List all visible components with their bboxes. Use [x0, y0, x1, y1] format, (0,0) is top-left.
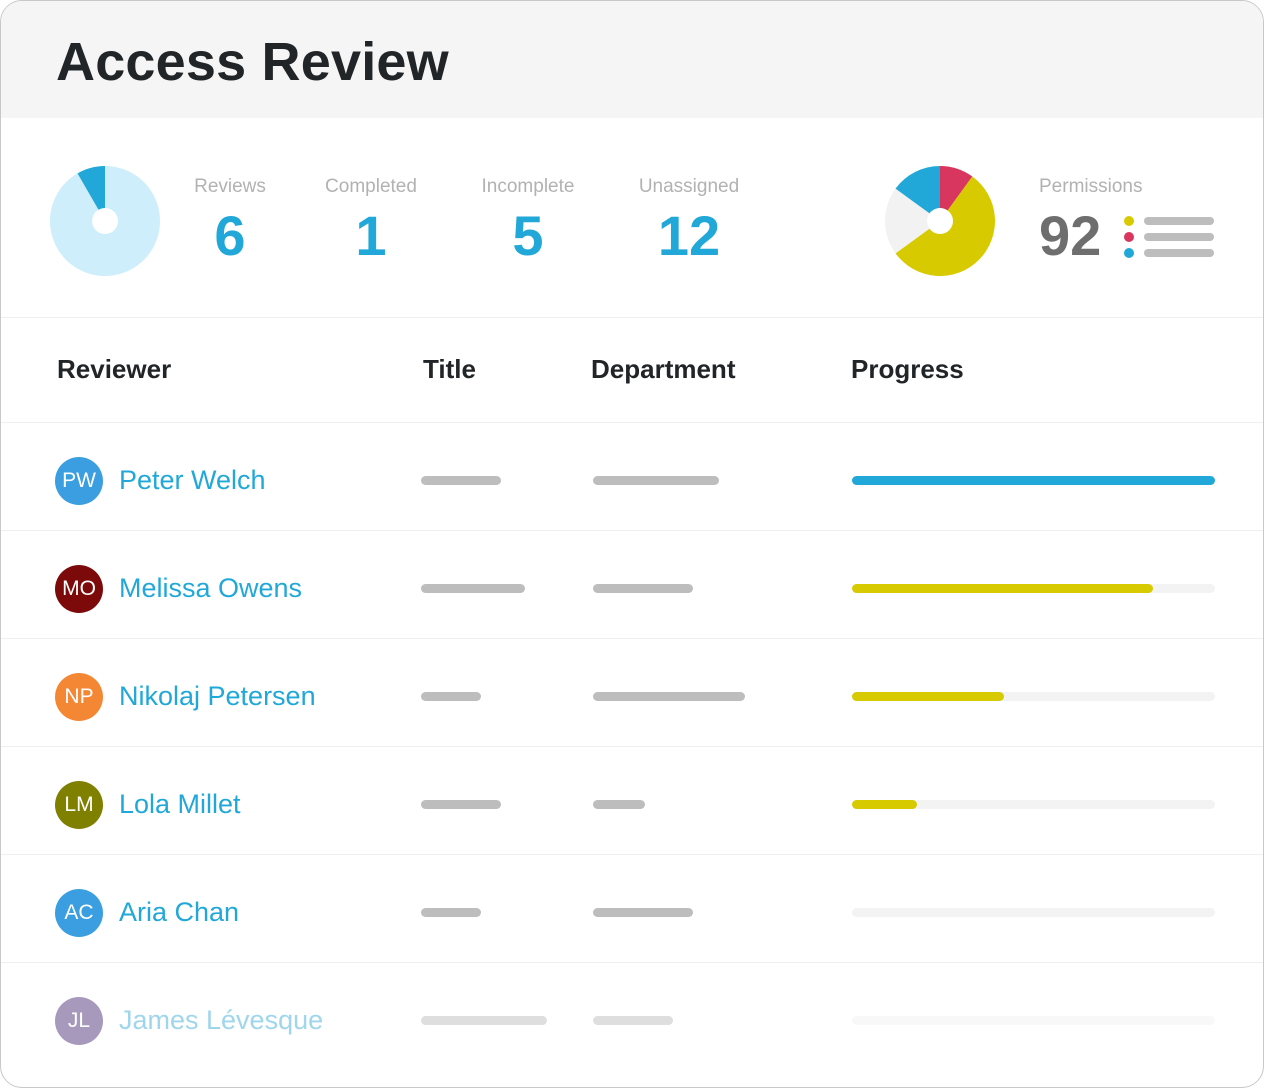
table-row[interactable]: MO Melissa Owens [1, 531, 1263, 639]
permissions-label: Permissions [1039, 176, 1143, 197]
progress-bar [852, 476, 1215, 485]
department-placeholder [593, 908, 693, 917]
table-row[interactable]: AC Aria Chan [1, 855, 1263, 963]
legend-label-placeholder [1144, 249, 1214, 257]
reviewer-name-link[interactable]: Nikolaj Petersen [119, 681, 316, 711]
stat-incomplete-value: 5 [512, 204, 544, 267]
progress-track [852, 476, 1215, 485]
progress-track [852, 800, 1215, 809]
progress-bar [852, 584, 1154, 593]
permissions-blue-slice [895, 166, 940, 221]
progress-track [852, 584, 1215, 593]
department-placeholder [593, 692, 745, 701]
table-row[interactable]: PW Peter Welch [1, 423, 1263, 531]
legend-dot-yellow [1124, 216, 1134, 226]
progress-track [852, 692, 1215, 701]
stat-completed-label: Completed [325, 176, 417, 197]
stat-incomplete-label: Incomplete [481, 176, 575, 197]
stat-reviews-value: 6 [214, 204, 246, 267]
table-header: Reviewer Title Department Progress [1, 318, 1263, 423]
permissions-value: 92 [1039, 204, 1102, 267]
page-title: Access Review [56, 32, 449, 92]
permissions-red-slice [940, 166, 973, 221]
table-row[interactable]: JL James Lévesque [1, 963, 1263, 1070]
title-placeholder [421, 584, 525, 593]
permissions-pie-chart [885, 166, 995, 277]
legend-label-placeholder [1144, 217, 1214, 225]
department-placeholder [593, 1016, 673, 1025]
permissions-pie-hole [927, 208, 953, 234]
header: Access Review [1, 1, 1263, 118]
reviewer-name-link[interactable]: Lola Millet [119, 789, 241, 819]
summary-stats: Reviews 6 Completed 1 Incomplete 5 Unass… [1, 118, 1263, 318]
reviewer-name-link[interactable]: James Lévesque [119, 1005, 324, 1035]
column-header-title[interactable]: Title [423, 354, 476, 384]
reviewer-name-link[interactable]: Melissa Owens [119, 573, 303, 603]
stat-unassigned-label: Unassigned [638, 176, 740, 197]
stat-reviews: Reviews 6 [189, 176, 271, 264]
stat-completed: Completed 1 [319, 176, 423, 264]
avatar: LM [55, 781, 103, 829]
department-placeholder [593, 800, 645, 809]
stat-completed-value: 1 [355, 204, 387, 267]
avatar: NP [55, 673, 103, 721]
title-placeholder [421, 476, 501, 485]
legend-label-placeholder [1144, 233, 1214, 241]
avatar: AC [55, 889, 103, 937]
title-placeholder [421, 692, 481, 701]
avatar: MO [55, 565, 103, 613]
stat-incomplete: Incomplete 5 [475, 176, 581, 264]
title-placeholder [421, 908, 481, 917]
progress-bar [852, 800, 918, 809]
stat-reviews-label: Reviews [194, 176, 266, 197]
stat-unassigned-value: 12 [657, 204, 721, 267]
reviewer-name-link[interactable]: Peter Welch [119, 465, 266, 495]
table-row[interactable]: NP Nikolaj Petersen [1, 639, 1263, 747]
avatar: JL [55, 997, 103, 1045]
progress-track [852, 1016, 1215, 1025]
table-row[interactable]: LM Lola Millet [1, 747, 1263, 855]
reviewer-name-link[interactable]: Aria Chan [119, 897, 240, 927]
progress-bar [852, 692, 1005, 701]
department-placeholder [593, 584, 693, 593]
department-placeholder [593, 476, 719, 485]
column-header-progress[interactable]: Progress [851, 354, 964, 384]
reviews-pie-chart [50, 166, 160, 276]
avatar: PW [55, 457, 103, 505]
legend-dot-red [1124, 232, 1134, 242]
reviews-completed-slice [77, 166, 105, 221]
column-header-reviewer[interactable]: Reviewer [57, 354, 172, 384]
reviews-pie-hole [92, 208, 118, 234]
legend-dot-blue [1124, 248, 1134, 258]
stat-unassigned: Unassigned 12 [633, 176, 745, 264]
title-placeholder [421, 1016, 547, 1025]
permissions-gray-slice [885, 188, 940, 254]
progress-track [852, 908, 1215, 917]
column-header-department[interactable]: Department [591, 354, 736, 384]
title-placeholder [421, 800, 501, 809]
